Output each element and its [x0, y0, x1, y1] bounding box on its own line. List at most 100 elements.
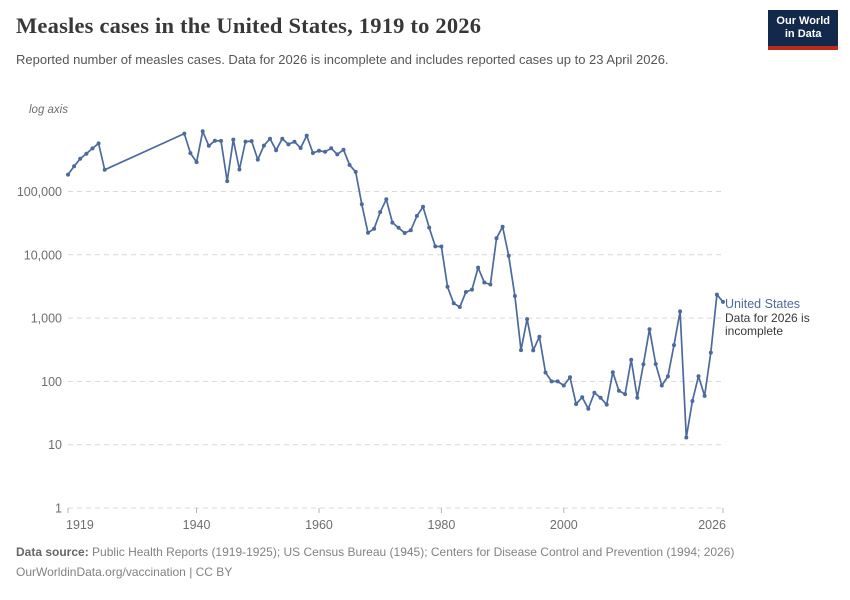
data-point[interactable]	[96, 141, 101, 146]
data-point[interactable]	[298, 146, 303, 150]
data-point[interactable]	[549, 379, 554, 384]
data-point[interactable]	[519, 348, 523, 353]
data-point[interactable]	[665, 374, 670, 379]
data-point[interactable]	[537, 334, 542, 339]
data-point[interactable]	[702, 393, 707, 398]
data-point[interactable]	[598, 395, 603, 400]
data-point[interactable]	[433, 244, 438, 249]
data-point[interactable]	[439, 244, 444, 249]
series-line-united-states[interactable]	[67, 130, 724, 439]
data-point[interactable]	[457, 305, 462, 309]
owid-logo[interactable]: Our World in Data	[768, 10, 838, 50]
data-point[interactable]	[641, 362, 646, 367]
data-point[interactable]	[90, 146, 95, 151]
data-point[interactable]	[470, 287, 474, 292]
data-point[interactable]	[249, 139, 254, 144]
data-point[interactable]	[714, 292, 719, 297]
data-point[interactable]	[212, 138, 217, 143]
data-point[interactable]	[623, 392, 628, 397]
data-point[interactable]	[531, 348, 536, 353]
data-point[interactable]	[102, 167, 107, 172]
data-point[interactable]	[555, 379, 560, 384]
data-point[interactable]	[390, 220, 395, 225]
data-point[interactable]	[292, 139, 297, 144]
data-point[interactable]	[592, 390, 597, 395]
data-point[interactable]	[525, 317, 530, 322]
data-point[interactable]	[427, 225, 432, 230]
data-point[interactable]	[635, 395, 640, 400]
data-point[interactable]	[476, 265, 481, 270]
data-point[interactable]	[721, 299, 725, 304]
data-point[interactable]	[317, 148, 321, 153]
data-point[interactable]	[268, 136, 272, 141]
data-point[interactable]	[200, 129, 205, 134]
data-point[interactable]	[451, 301, 456, 306]
data-point[interactable]	[188, 151, 193, 156]
data-point[interactable]	[574, 402, 579, 406]
data-point[interactable]	[708, 350, 713, 355]
data-point[interactable]	[543, 370, 548, 375]
data-point[interactable]	[629, 357, 634, 362]
data-point[interactable]	[586, 406, 591, 411]
data-point[interactable]	[512, 294, 517, 298]
data-point[interactable]	[647, 327, 652, 332]
data-point[interactable]	[414, 213, 419, 218]
data-point[interactable]	[329, 146, 334, 151]
data-point[interactable]	[488, 282, 493, 287]
legend-note: Data for 2026 is incomplete	[725, 312, 845, 338]
data-point[interactable]	[580, 395, 585, 400]
data-point[interactable]	[341, 147, 346, 152]
data-point[interactable]	[335, 152, 340, 157]
data-point[interactable]	[66, 172, 70, 177]
data-point[interactable]	[243, 139, 248, 144]
data-point[interactable]	[696, 374, 701, 379]
data-point[interactable]	[482, 280, 487, 285]
data-point[interactable]	[378, 210, 383, 215]
legend-series-label[interactable]: United States	[725, 297, 801, 311]
data-point[interactable]	[231, 137, 236, 142]
data-point[interactable]	[323, 149, 328, 154]
data-point[interactable]	[500, 224, 505, 229]
data-point[interactable]	[347, 163, 352, 167]
data-point[interactable]	[653, 362, 658, 366]
data-point[interactable]	[445, 284, 450, 289]
data-point[interactable]	[672, 343, 676, 348]
data-point[interactable]	[506, 253, 511, 258]
data-point[interactable]	[366, 230, 370, 235]
data-point[interactable]	[286, 142, 291, 147]
data-point[interactable]	[225, 179, 230, 184]
data-point[interactable]	[237, 167, 242, 172]
data-point[interactable]	[604, 402, 609, 407]
data-point[interactable]	[280, 136, 285, 141]
data-point[interactable]	[396, 225, 401, 230]
data-point[interactable]	[261, 143, 266, 148]
data-point[interactable]	[690, 399, 695, 403]
data-point[interactable]	[568, 375, 572, 380]
data-point[interactable]	[684, 435, 689, 440]
data-point[interactable]	[494, 236, 499, 241]
data-point[interactable]	[182, 131, 187, 136]
data-point[interactable]	[206, 143, 211, 148]
data-point[interactable]	[616, 388, 621, 393]
data-point[interactable]	[359, 202, 364, 207]
data-point[interactable]	[408, 228, 413, 233]
data-point[interactable]	[561, 383, 566, 388]
data-point[interactable]	[194, 160, 199, 165]
data-point[interactable]	[372, 226, 377, 231]
data-point[interactable]	[72, 164, 77, 169]
data-point[interactable]	[463, 290, 468, 294]
data-point[interactable]	[659, 383, 664, 388]
data-point[interactable]	[304, 133, 309, 138]
data-point[interactable]	[84, 151, 89, 156]
data-point[interactable]	[310, 151, 315, 155]
data-point[interactable]	[353, 169, 358, 174]
data-point[interactable]	[384, 197, 389, 202]
data-point[interactable]	[78, 156, 83, 161]
data-point[interactable]	[402, 231, 407, 235]
data-point[interactable]	[255, 157, 260, 162]
data-point[interactable]	[678, 309, 683, 314]
data-point[interactable]	[610, 370, 615, 375]
data-point[interactable]	[421, 204, 425, 209]
data-point[interactable]	[219, 138, 223, 143]
data-point[interactable]	[274, 148, 279, 153]
